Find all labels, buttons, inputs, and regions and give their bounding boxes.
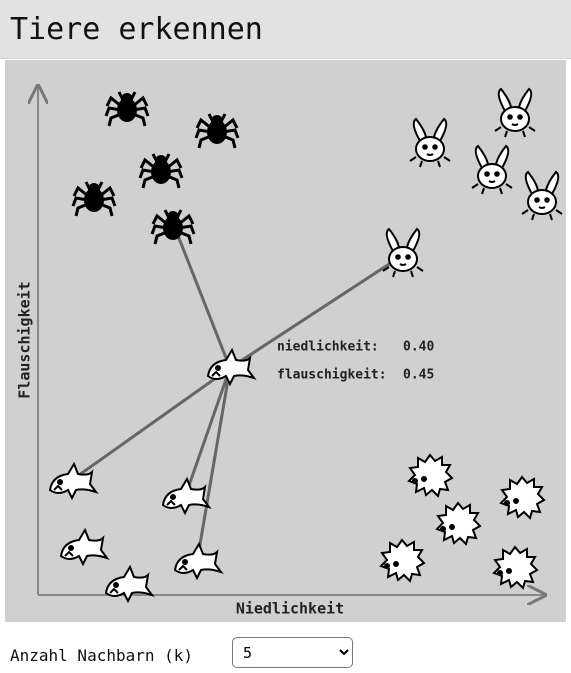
title: Tiere erkennen xyxy=(10,12,263,47)
info-value: 0.45 xyxy=(403,368,434,383)
info-value: 0.40 xyxy=(403,340,434,355)
k-label: Anzahl Nachbarn (k) xyxy=(10,646,193,665)
plot: Niedlichkeit Flauschigkeit niedlichkeit:… xyxy=(5,60,566,622)
y-axis-label: Flauschigkeit xyxy=(16,281,34,398)
k-select[interactable]: 5 xyxy=(232,637,353,668)
info-label: flauschigkeit: xyxy=(277,368,387,383)
info-label: niedlichkeit: xyxy=(277,340,379,355)
app: Tiere erkennen xyxy=(0,0,571,673)
header: Tiere erkennen xyxy=(0,0,571,59)
x-axis-label: Niedlichkeit xyxy=(236,600,344,618)
controls: Anzahl Nachbarn (k) 5 xyxy=(0,630,571,673)
